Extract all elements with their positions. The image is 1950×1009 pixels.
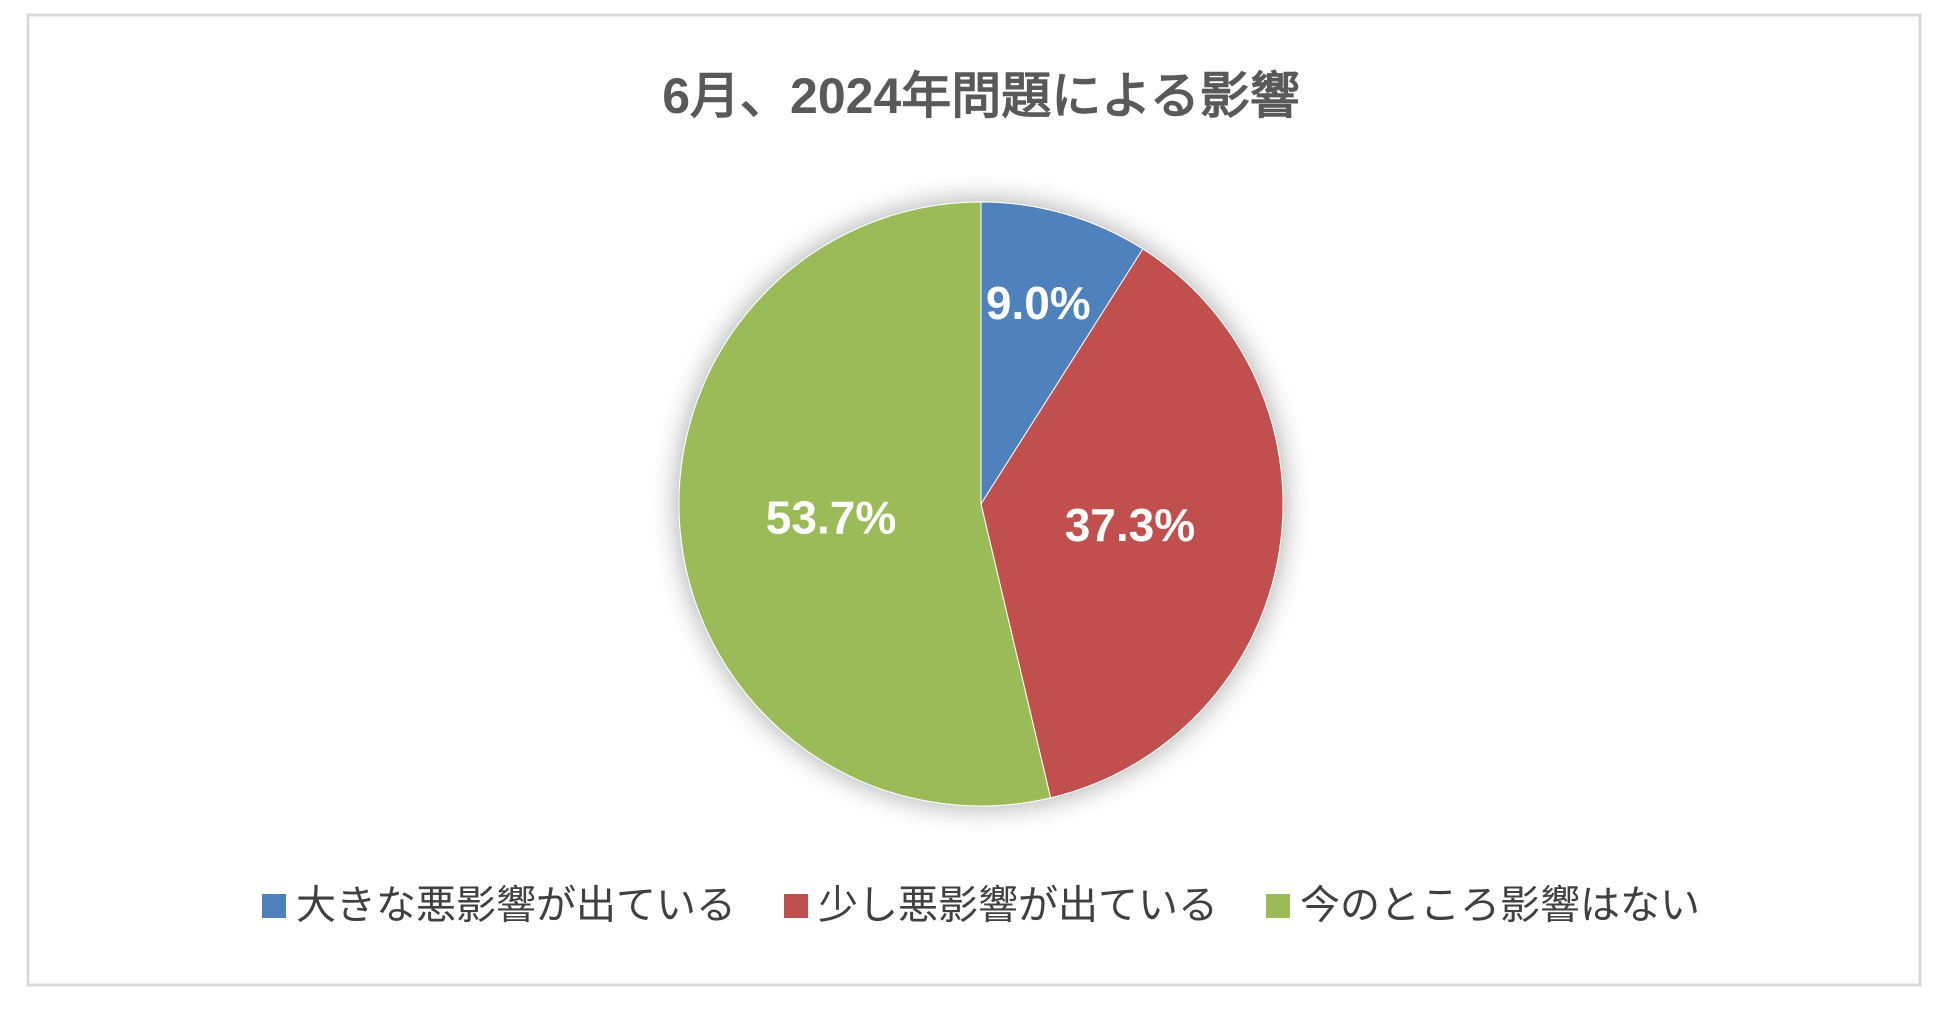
pie-slice xyxy=(980,201,1144,506)
chart-title: 6月、2024年問題による影響 xyxy=(662,68,1300,124)
pie-slice xyxy=(980,248,1284,799)
pie-slice xyxy=(678,201,1052,807)
legend-swatch xyxy=(1266,894,1290,918)
data-label: 9.0% xyxy=(986,277,1091,329)
pie xyxy=(678,201,1284,807)
legend-label: 少し悪影響が出ている xyxy=(818,884,1218,928)
data-label: 53.7% xyxy=(766,492,896,544)
data-label: 37.3% xyxy=(1065,499,1195,551)
legend-swatch xyxy=(784,894,808,918)
legend-label: 大きな悪影響が出ている xyxy=(296,884,736,928)
legend: 大きな悪影響が出ている 少し悪影響が出ている 今のところ影響はない xyxy=(262,884,1700,928)
legend-swatch xyxy=(262,894,286,918)
data-labels: 9.0% 37.3% 53.7% xyxy=(766,277,1195,551)
legend-label: 今のところ影響はない xyxy=(1300,884,1700,928)
